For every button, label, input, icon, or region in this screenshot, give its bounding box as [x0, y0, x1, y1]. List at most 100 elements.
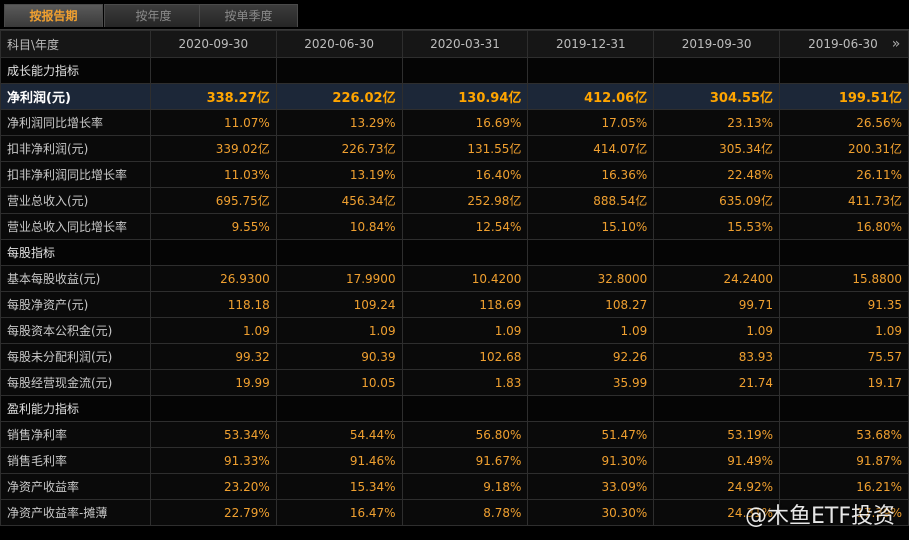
table-cell: 10.84% [275, 213, 403, 240]
table-cell: 83.93 [653, 343, 781, 370]
table-cell: 102.68 [401, 343, 529, 370]
table-cell: 26.56% [779, 109, 909, 136]
table-cell: 1.83 [401, 369, 529, 396]
table-cell: 26.9300 [149, 265, 277, 292]
header-period[interactable]: 2020-03-31 [401, 30, 529, 58]
table-cell: 17.05% [527, 109, 655, 136]
table-cell: 1.09 [779, 317, 909, 344]
section-label: 成长能力指标 [0, 57, 151, 84]
financial-table: 科目\年度 2020-09-30 2020-06-30 2020-03-31 2… [0, 30, 909, 526]
section-label: 盈利能力指标 [0, 395, 151, 422]
table-cell: 16.40% [401, 161, 529, 188]
table-cell: 23.13% [653, 109, 781, 136]
table-cell [401, 239, 529, 266]
tab-by-year[interactable]: 按年度 [104, 4, 203, 27]
table-row: 每股净资产(元) 118.18 109.24 118.69 108.27 99.71 91.… [0, 291, 909, 318]
table-cell: 91.49% [653, 447, 781, 474]
table-cell: 33.09% [527, 473, 655, 500]
table-cell: 200.31亿 [779, 135, 909, 162]
row-label: 扣非净利润同比增长率 [0, 161, 151, 188]
table-cell: 15.8800 [779, 265, 909, 292]
table-row: 净资产收益率 23.20% 15.34% 9.18% 33.09% 24.92% 16.21… [0, 473, 909, 500]
double-chevron-right-icon[interactable]: » [891, 36, 901, 52]
table-cell: 16.47% [275, 499, 403, 526]
table-cell: 304.55亿 [653, 83, 781, 110]
table-cell: 252.98亿 [401, 187, 529, 214]
table-cell: 21.74 [653, 369, 781, 396]
table-cell: 199.51亿 [779, 83, 909, 110]
table-cell: 9.18% [401, 473, 529, 500]
row-label: 净利润(元) [0, 83, 151, 110]
table-cell: 305.34亿 [653, 135, 781, 162]
table-cell: 19.17 [779, 369, 909, 396]
table-cell: 338.27亿 [149, 83, 277, 110]
table-cell: 26.11% [779, 161, 909, 188]
table-cell: 1.09 [653, 317, 781, 344]
tab-by-report-period[interactable]: 按报告期 [4, 4, 103, 27]
table-cell: 118.69 [401, 291, 529, 318]
table-cell [149, 395, 277, 422]
header-period[interactable]: 2020-06-30 [275, 30, 403, 58]
table-row: 每股未分配利润(元) 99.32 90.39 102.68 92.26 83.93 75.5… [0, 343, 909, 370]
table-row: 扣非净利润(元) 339.02亿 226.73亿 131.55亿 414.07亿 305.… [0, 135, 909, 162]
header-period[interactable]: 2019-06-30 [779, 30, 909, 58]
table-cell: 92.26 [527, 343, 655, 370]
table-cell: 51.47% [527, 421, 655, 448]
table-cell: 9.55% [149, 213, 277, 240]
row-label: 销售毛利率 [0, 447, 151, 474]
table-cell: 22.48% [653, 161, 781, 188]
table-cell: 17.39% [779, 499, 909, 526]
tab-by-quarter[interactable]: 按单季度 [199, 4, 298, 27]
table-cell: 90.39 [275, 343, 403, 370]
section-row: 每股指标 [0, 239, 909, 266]
table-cell [149, 239, 277, 266]
table-row: 营业总收入(元) 695.75亿 456.34亿 252.98亿 888.54亿 635.… [0, 187, 909, 214]
table-cell: 1.09 [527, 317, 655, 344]
table-cell: 32.8000 [527, 265, 655, 292]
table-cell [275, 395, 403, 422]
table-cell [779, 239, 909, 266]
table-row: 净资产收益率-摊薄 22.79% 16.47% 8.78% 30.30% 24.31% 17… [0, 499, 909, 526]
table-cell: 56.80% [401, 421, 529, 448]
table-cell: 118.18 [149, 291, 277, 318]
row-label: 营业总收入同比增长率 [0, 213, 151, 240]
table-cell: 35.99 [527, 369, 655, 396]
table-cell: 91.87% [779, 447, 909, 474]
table-cell: 695.75亿 [149, 187, 277, 214]
row-label: 扣非净利润(元) [0, 135, 151, 162]
table-cell: 53.19% [653, 421, 781, 448]
table-row: 扣非净利润同比增长率 11.03% 13.19% 16.40% 16.36% 22.48%… [0, 161, 909, 188]
table-cell: 16.36% [527, 161, 655, 188]
row-label: 每股经营现金流(元) [0, 369, 151, 396]
table-cell: 11.07% [149, 109, 277, 136]
header-period[interactable]: 2019-09-30 [653, 30, 781, 58]
table-row: 净利润(元) 338.27亿 226.02亿 130.94亿 412.06亿 304.55… [0, 83, 909, 110]
tab-bar: 按报告期 按年度 按单季度 [0, 0, 909, 30]
table-cell: 108.27 [527, 291, 655, 318]
table-cell [275, 239, 403, 266]
table-cell: 24.31% [653, 499, 781, 526]
header-period[interactable]: 2020-09-30 [149, 30, 277, 58]
table-cell: 13.29% [275, 109, 403, 136]
table-row: 每股资本公积金(元) 1.09 1.09 1.09 1.09 1.09 1.09 [0, 317, 909, 344]
table-cell: 91.35 [779, 291, 909, 318]
table-cell [275, 57, 403, 84]
header-period[interactable]: 2019-12-31 [527, 30, 655, 58]
table-cell: 91.46% [275, 447, 403, 474]
table-cell: 412.06亿 [527, 83, 655, 110]
table-cell: 12.54% [401, 213, 529, 240]
table-cell [527, 395, 655, 422]
table-cell [527, 57, 655, 84]
table-cell: 24.2400 [653, 265, 781, 292]
table-cell: 1.09 [149, 317, 277, 344]
table-cell [401, 395, 529, 422]
table-cell: 226.73亿 [275, 135, 403, 162]
header-corner: 科目\年度 [0, 30, 151, 58]
table-cell: 1.09 [401, 317, 529, 344]
row-label: 净资产收益率 [0, 473, 151, 500]
table-cell: 91.33% [149, 447, 277, 474]
row-label: 净利润同比增长率 [0, 109, 151, 136]
watermark: @木鱼ETF投资 [745, 504, 895, 529]
table-cell [779, 395, 909, 422]
table-cell: 91.67% [401, 447, 529, 474]
